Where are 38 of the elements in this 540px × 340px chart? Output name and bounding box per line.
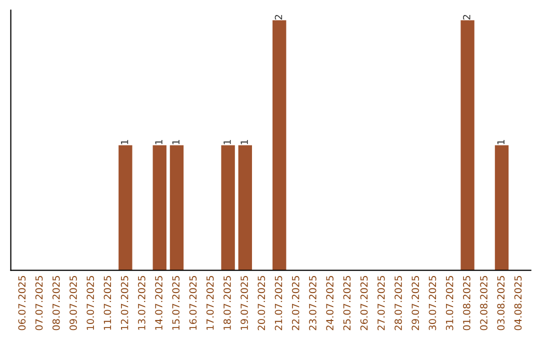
x-tick-label: 07.07.2025 — [35, 276, 43, 330]
x-tick-label: 15.07.2025 — [172, 276, 180, 330]
x-tick-label: 08.07.2025 — [52, 276, 60, 330]
x-tick-label: 18.07.2025 — [224, 276, 231, 330]
data-label: 2 — [462, 14, 470, 20]
x-tick-label: 29.07.2025 — [412, 276, 420, 330]
x-tick-label: 06.07.2025 — [18, 276, 26, 330]
x-tick-label: 23.07.2025 — [309, 276, 316, 330]
data-label: 1 — [224, 140, 231, 144]
data-label: 1 — [121, 140, 128, 144]
x-tick-label: 20.07.2025 — [258, 276, 266, 330]
x-tick-label: 27.07.2025 — [377, 276, 385, 330]
x-tick-label: 16.07.2025 — [189, 276, 197, 330]
x-tick-label: 12.07.2025 — [120, 276, 128, 330]
x-tick-label: 17.07.2025 — [206, 276, 214, 330]
x-tick-label: 09.07.2025 — [70, 276, 77, 330]
x-tick-label: 31.07.2025 — [446, 276, 454, 330]
data-label: 1 — [240, 140, 248, 144]
x-tick-label: 01.08.2025 — [462, 276, 470, 330]
x-tick-label: 25.07.2025 — [343, 276, 351, 330]
x-tick-label: 03.08.2025 — [497, 276, 505, 330]
x-tick-label: 04.08.2025 — [514, 276, 522, 330]
data-label: 1 — [172, 140, 180, 144]
x-tick-label: 02.08.2025 — [480, 276, 488, 330]
x-tick-label: 22.07.2025 — [292, 276, 300, 330]
x-tick-label: 19.07.2025 — [240, 276, 248, 330]
data-label: 2 — [274, 14, 282, 20]
x-tick-label: 10.07.2025 — [86, 276, 94, 330]
x-tick-label: 28.07.2025 — [394, 276, 402, 330]
x-tick-label: 26.07.2025 — [360, 276, 368, 330]
x-tick-label: 11.07.2025 — [104, 276, 112, 330]
x-tick-label: 21.07.2025 — [274, 276, 282, 330]
data-label: 1 — [497, 140, 504, 144]
x-tick-label: 24.07.2025 — [326, 276, 334, 330]
x-tick-label: 13.07.2025 — [138, 276, 146, 330]
x-tick-label: 30.07.2025 — [428, 276, 436, 330]
x-tick-label: 14.07.2025 — [155, 276, 162, 330]
data-label: 1 — [155, 140, 162, 144]
